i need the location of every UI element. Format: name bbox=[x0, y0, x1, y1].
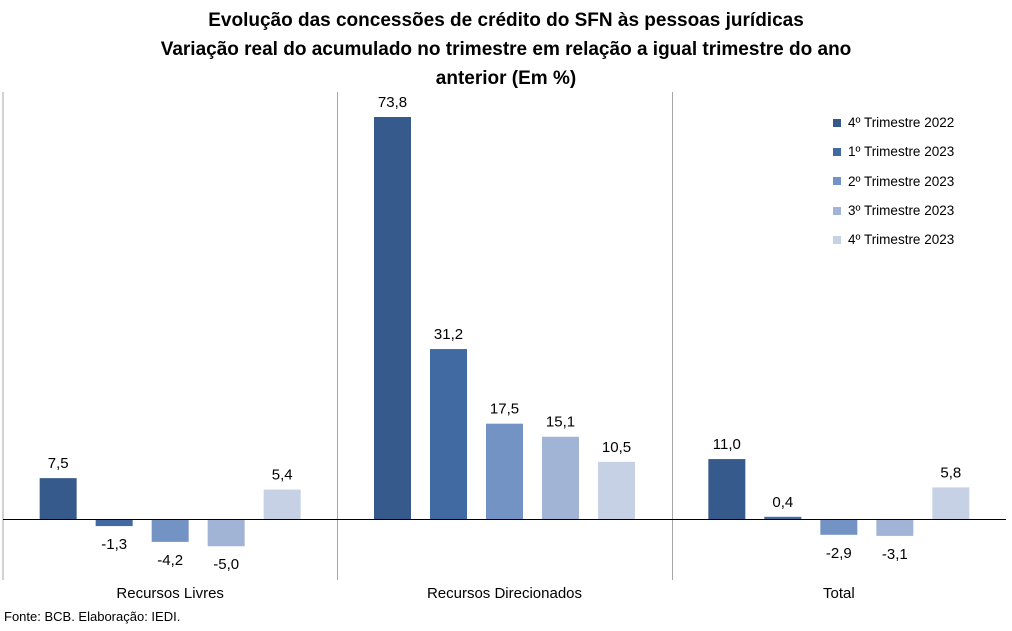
data-label: -2,9 bbox=[826, 545, 852, 562]
bar bbox=[95, 519, 133, 527]
legend-swatch bbox=[833, 177, 841, 186]
data-label: -4,2 bbox=[157, 552, 183, 569]
data-label: -5,0 bbox=[213, 556, 239, 573]
legend-item: 3º Trimestre 2023 bbox=[833, 196, 954, 225]
chart-title-line-2: Variação real do acumulado no trimestre … bbox=[160, 39, 852, 60]
data-label: 0,4 bbox=[772, 494, 793, 511]
bar bbox=[876, 519, 914, 536]
data-label: 11,0 bbox=[713, 436, 741, 453]
data-label: -1,3 bbox=[101, 536, 127, 553]
data-label: 5,4 bbox=[272, 467, 293, 484]
data-label: -3,1 bbox=[882, 546, 908, 563]
bar bbox=[764, 516, 802, 519]
bar bbox=[486, 423, 523, 519]
bar bbox=[430, 349, 467, 519]
bar bbox=[374, 117, 411, 519]
data-label: 31,2 bbox=[434, 326, 463, 343]
source-note: Fonte: BCB. Elaboração: IEDI. bbox=[4, 609, 181, 624]
legend-swatch bbox=[833, 147, 841, 156]
chart-title-line-3: anterior (Em %) bbox=[435, 68, 577, 89]
bar bbox=[542, 436, 579, 519]
legend-item: 4º Trimestre 2023 bbox=[833, 225, 954, 254]
data-label: 73,8 bbox=[378, 94, 407, 111]
legend-item: 2º Trimestre 2023 bbox=[833, 167, 954, 196]
legend-label: 3º Trimestre 2023 bbox=[848, 203, 955, 219]
category-label: Recursos Direcionados bbox=[427, 585, 582, 602]
bar bbox=[708, 459, 746, 519]
legend-label: 4º Trimestre 2022 bbox=[848, 115, 955, 131]
legend-swatch bbox=[833, 118, 841, 127]
data-label: 7,5 bbox=[48, 455, 69, 472]
chart-legend: 4º Trimestre 2022 1º Trimestre 2023 2º Tri… bbox=[833, 108, 954, 254]
bar bbox=[598, 461, 635, 519]
legend-item: 4º Trimestre 2022 bbox=[833, 108, 954, 137]
data-label: 15,1 bbox=[546, 414, 575, 431]
category-label: Recursos Livres bbox=[116, 585, 224, 602]
legend-label: 2º Trimestre 2023 bbox=[848, 173, 955, 189]
data-label: 10,5 bbox=[602, 439, 631, 456]
legend-swatch bbox=[833, 235, 841, 244]
bar bbox=[39, 478, 77, 519]
legend-swatch bbox=[833, 206, 841, 215]
legend-label: 4º Trimestre 2023 bbox=[848, 232, 955, 248]
data-label: 17,5 bbox=[490, 401, 519, 418]
bar bbox=[207, 519, 245, 547]
bar bbox=[932, 487, 970, 519]
bar bbox=[151, 519, 189, 542]
category-label: Total bbox=[823, 585, 855, 602]
bar bbox=[263, 489, 301, 519]
bar bbox=[820, 519, 858, 535]
legend-label: 1º Trimestre 2023 bbox=[848, 144, 955, 160]
chart-title-line-1: Evolução das concessões de crédito do SF… bbox=[208, 10, 804, 31]
chart-title: Evolução das concessões de crédito do SF… bbox=[0, 6, 1012, 93]
data-label: 5,8 bbox=[940, 464, 961, 481]
legend-item: 1º Trimestre 2023 bbox=[833, 137, 954, 166]
